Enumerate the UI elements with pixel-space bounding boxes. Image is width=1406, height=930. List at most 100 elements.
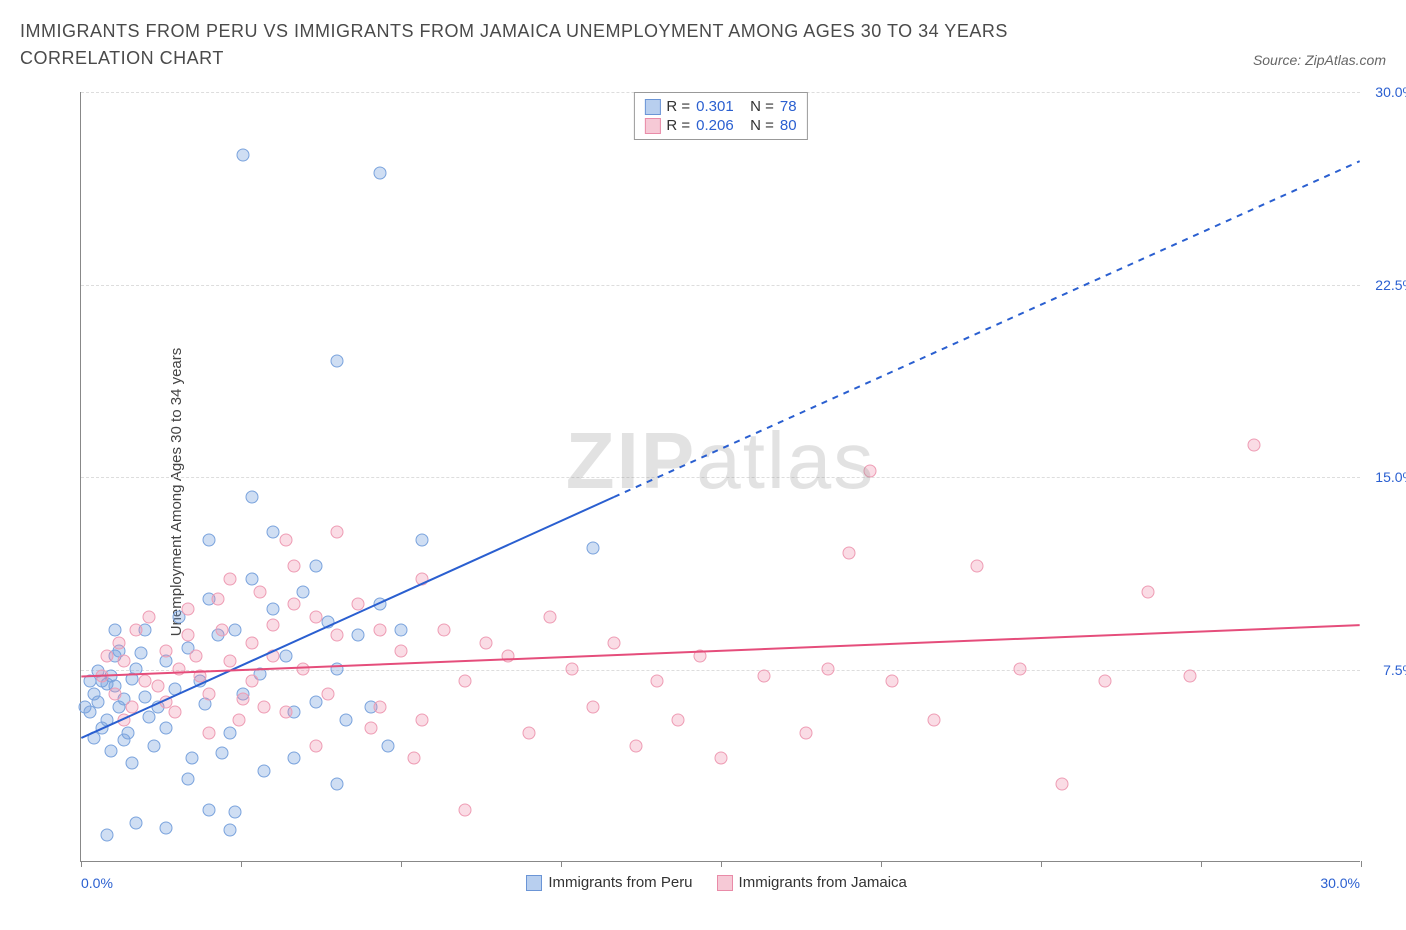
data-point [288,559,301,572]
data-point [322,616,335,629]
data-point [365,721,378,734]
data-point [245,490,258,503]
data-point [267,526,280,539]
data-point [416,572,429,585]
data-point [96,670,109,683]
data-point [715,752,728,765]
data-point [117,734,130,747]
data-point [1099,675,1112,688]
data-point [92,695,105,708]
data-point [173,662,186,675]
data-point [331,629,344,642]
data-point [139,675,152,688]
data-point [309,695,322,708]
data-point [224,824,237,837]
data-point [237,149,250,162]
data-point [168,683,181,696]
grid-line [81,285,1360,286]
data-point [130,624,143,637]
data-point [109,624,122,637]
data-point [843,547,856,560]
data-point [181,603,194,616]
data-point [203,688,216,701]
y-tick-label: 22.5% [1365,277,1406,293]
data-point [523,726,536,739]
data-point [480,636,493,649]
data-point [309,559,322,572]
data-point [395,624,408,637]
data-point [203,726,216,739]
x-axis-min-label: 0.0% [81,875,113,891]
data-point [821,662,834,675]
data-point [544,611,557,624]
data-point [160,821,173,834]
r-value-jamaica: 0.206 [696,117,744,134]
source-label: Source: ZipAtlas.com [1253,52,1386,72]
data-point [237,693,250,706]
data-point [587,541,600,554]
data-point [160,644,173,657]
x-tick [561,861,562,867]
data-point [373,701,386,714]
data-point [254,585,267,598]
data-point [587,701,600,714]
data-point [331,354,344,367]
x-tick [401,861,402,867]
legend-item-peru: Immigrants from Peru [526,874,692,891]
plot-region: R = 0.301 N = 78 R = 0.206 N = 80 ZIPatl… [80,92,1360,862]
data-point [258,701,271,714]
legend-stats-row-jamaica: R = 0.206 N = 80 [644,116,796,135]
data-point [185,752,198,765]
data-point [373,624,386,637]
data-point [1248,439,1261,452]
data-point [117,654,130,667]
data-point [331,778,344,791]
n-label: N = [750,117,774,134]
grid-line [81,477,1360,478]
data-point [147,739,160,752]
chart-title: IMMIGRANTS FROM PERU VS IMMIGRANTS FROM … [20,18,1120,72]
n-label: N = [750,98,774,115]
data-point [1013,662,1026,675]
data-point [296,585,309,598]
data-point [211,593,224,606]
data-point [215,624,228,637]
data-point [352,629,365,642]
data-point [565,662,578,675]
data-point [437,624,450,637]
data-point [459,803,472,816]
data-point [331,662,344,675]
legend-item-jamaica: Immigrants from Jamaica [717,874,907,891]
data-point [267,618,280,631]
legend-label-jamaica: Immigrants from Jamaica [739,874,907,891]
data-point [232,713,245,726]
data-point [224,726,237,739]
data-point [339,713,352,726]
x-axis-max-label: 30.0% [1320,875,1360,891]
data-point [126,701,139,714]
data-point [407,752,420,765]
data-point [181,629,194,642]
data-point [373,598,386,611]
data-point [245,636,258,649]
x-tick [241,861,242,867]
data-point [288,598,301,611]
y-tick-label: 7.5% [1365,662,1406,678]
data-point [373,167,386,180]
n-value-jamaica: 80 [780,117,797,134]
data-point [757,670,770,683]
swatch-jamaica [644,118,660,134]
n-value-peru: 78 [780,98,797,115]
title-row: IMMIGRANTS FROM PERU VS IMMIGRANTS FROM … [20,18,1386,72]
data-point [693,649,706,662]
data-point [104,744,117,757]
data-point [382,739,395,752]
data-point [501,649,514,662]
x-tick [1201,861,1202,867]
data-point [672,713,685,726]
data-point [1184,670,1197,683]
data-point [629,739,642,752]
data-point [126,757,139,770]
data-point [416,534,429,547]
data-point [1056,778,1069,791]
